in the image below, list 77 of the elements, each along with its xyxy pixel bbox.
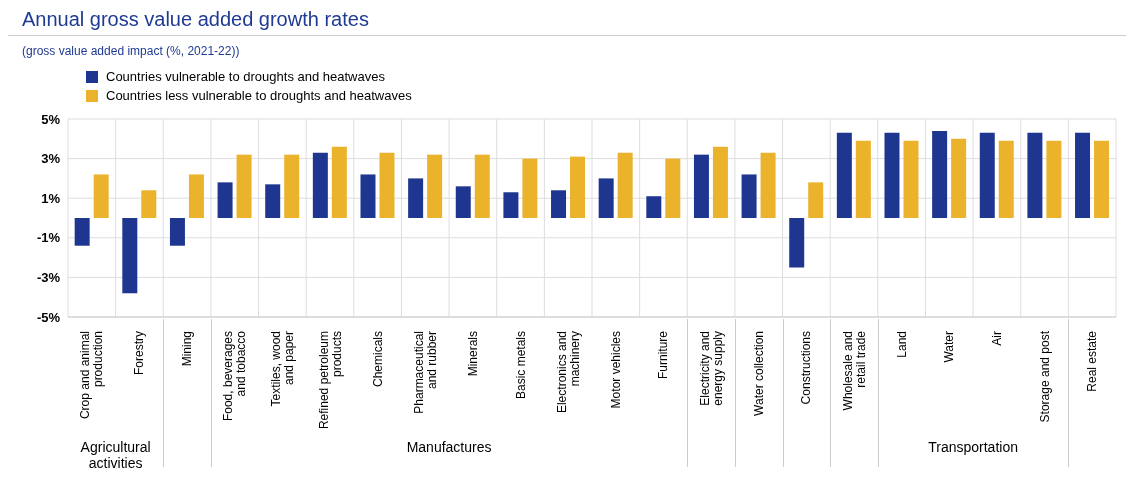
x-tick-label: Mining xyxy=(180,331,195,367)
x-tick-label: Motor vehicles xyxy=(608,331,623,409)
text: Transportation xyxy=(927,439,1019,455)
bar xyxy=(427,154,443,218)
x-tick-label: Basic metals xyxy=(513,331,528,400)
x-tick-label: Constructions xyxy=(799,331,814,405)
x-tick-label: Wholesale and retail trade xyxy=(840,330,868,411)
bar xyxy=(665,158,681,218)
x-tick-label: Real estate xyxy=(1085,330,1100,392)
bar xyxy=(932,130,948,218)
x-tick-label: Electronics and machinery xyxy=(554,331,582,414)
x-tick-label: Water collection xyxy=(751,331,766,416)
x-tick-label: Storage and post xyxy=(1037,330,1052,423)
chart-title: Annual gross value added growth rates xyxy=(8,8,1126,36)
bar xyxy=(884,132,900,218)
bar xyxy=(570,156,586,218)
y-tick-label: 3% xyxy=(41,151,61,167)
bar xyxy=(646,196,662,218)
x-tick-label: Electricity and energy supply xyxy=(697,331,725,406)
x-tick-label: Chemicals xyxy=(370,331,385,388)
bar xyxy=(693,154,709,218)
x-tick-label: Water xyxy=(942,331,957,363)
y-tick-label: -1% xyxy=(36,230,61,246)
x-tick-label: Pharmaceutical and rubber xyxy=(411,331,439,414)
legend-label: Countries vulnerable to droughts and heatwaves xyxy=(106,69,385,84)
text: Agricultural activities xyxy=(79,439,152,471)
bar xyxy=(265,184,281,218)
bar xyxy=(455,186,471,218)
bar xyxy=(1094,140,1110,218)
bar xyxy=(93,174,109,218)
x-tick-label: Minerals xyxy=(465,331,480,377)
chart-subtitle: (gross value added impact (%, 2021-22)) xyxy=(21,43,241,60)
bar xyxy=(1027,132,1043,218)
bar xyxy=(1075,132,1091,218)
bar xyxy=(551,190,567,218)
bar xyxy=(789,218,805,268)
x-tick-label: Food, beverages and tobacco xyxy=(221,330,249,422)
bar xyxy=(379,152,395,218)
bar xyxy=(808,182,824,218)
bar xyxy=(617,152,633,218)
bar xyxy=(474,154,490,218)
x-tick-label: Land xyxy=(894,331,909,358)
bar xyxy=(712,146,728,218)
bar xyxy=(855,140,871,218)
bar xyxy=(979,132,995,218)
bar xyxy=(408,178,424,218)
x-tick-label: Forestry xyxy=(132,331,147,376)
bar xyxy=(74,218,90,246)
bar xyxy=(188,174,204,218)
bar xyxy=(284,154,300,218)
bar xyxy=(836,132,852,218)
x-tick-label: Furniture xyxy=(656,330,671,380)
x-tick-label: Crop and animal production xyxy=(78,331,106,420)
bar xyxy=(1046,140,1062,218)
bar xyxy=(331,146,347,218)
bar xyxy=(760,152,776,218)
legend-label: Countries less vulnerable to droughts and heatwaves xyxy=(106,88,412,103)
bar xyxy=(951,138,967,218)
bar xyxy=(503,192,519,218)
bar xyxy=(598,178,614,218)
bar xyxy=(903,140,919,218)
bar xyxy=(122,218,138,294)
y-tick-label: -5% xyxy=(36,309,61,325)
bar xyxy=(360,174,376,218)
bar xyxy=(312,152,328,218)
bar xyxy=(169,218,185,246)
x-tick-label: Air xyxy=(989,331,1004,346)
text: Manufactures xyxy=(405,439,493,455)
y-tick-label: 5% xyxy=(41,111,61,127)
y-tick-label: -3% xyxy=(36,270,61,286)
bar xyxy=(741,174,757,218)
bar xyxy=(217,182,233,218)
bar xyxy=(522,158,538,218)
bar xyxy=(141,190,157,218)
bar xyxy=(236,154,252,218)
bar xyxy=(998,140,1014,218)
y-tick-label: 1% xyxy=(41,190,61,206)
